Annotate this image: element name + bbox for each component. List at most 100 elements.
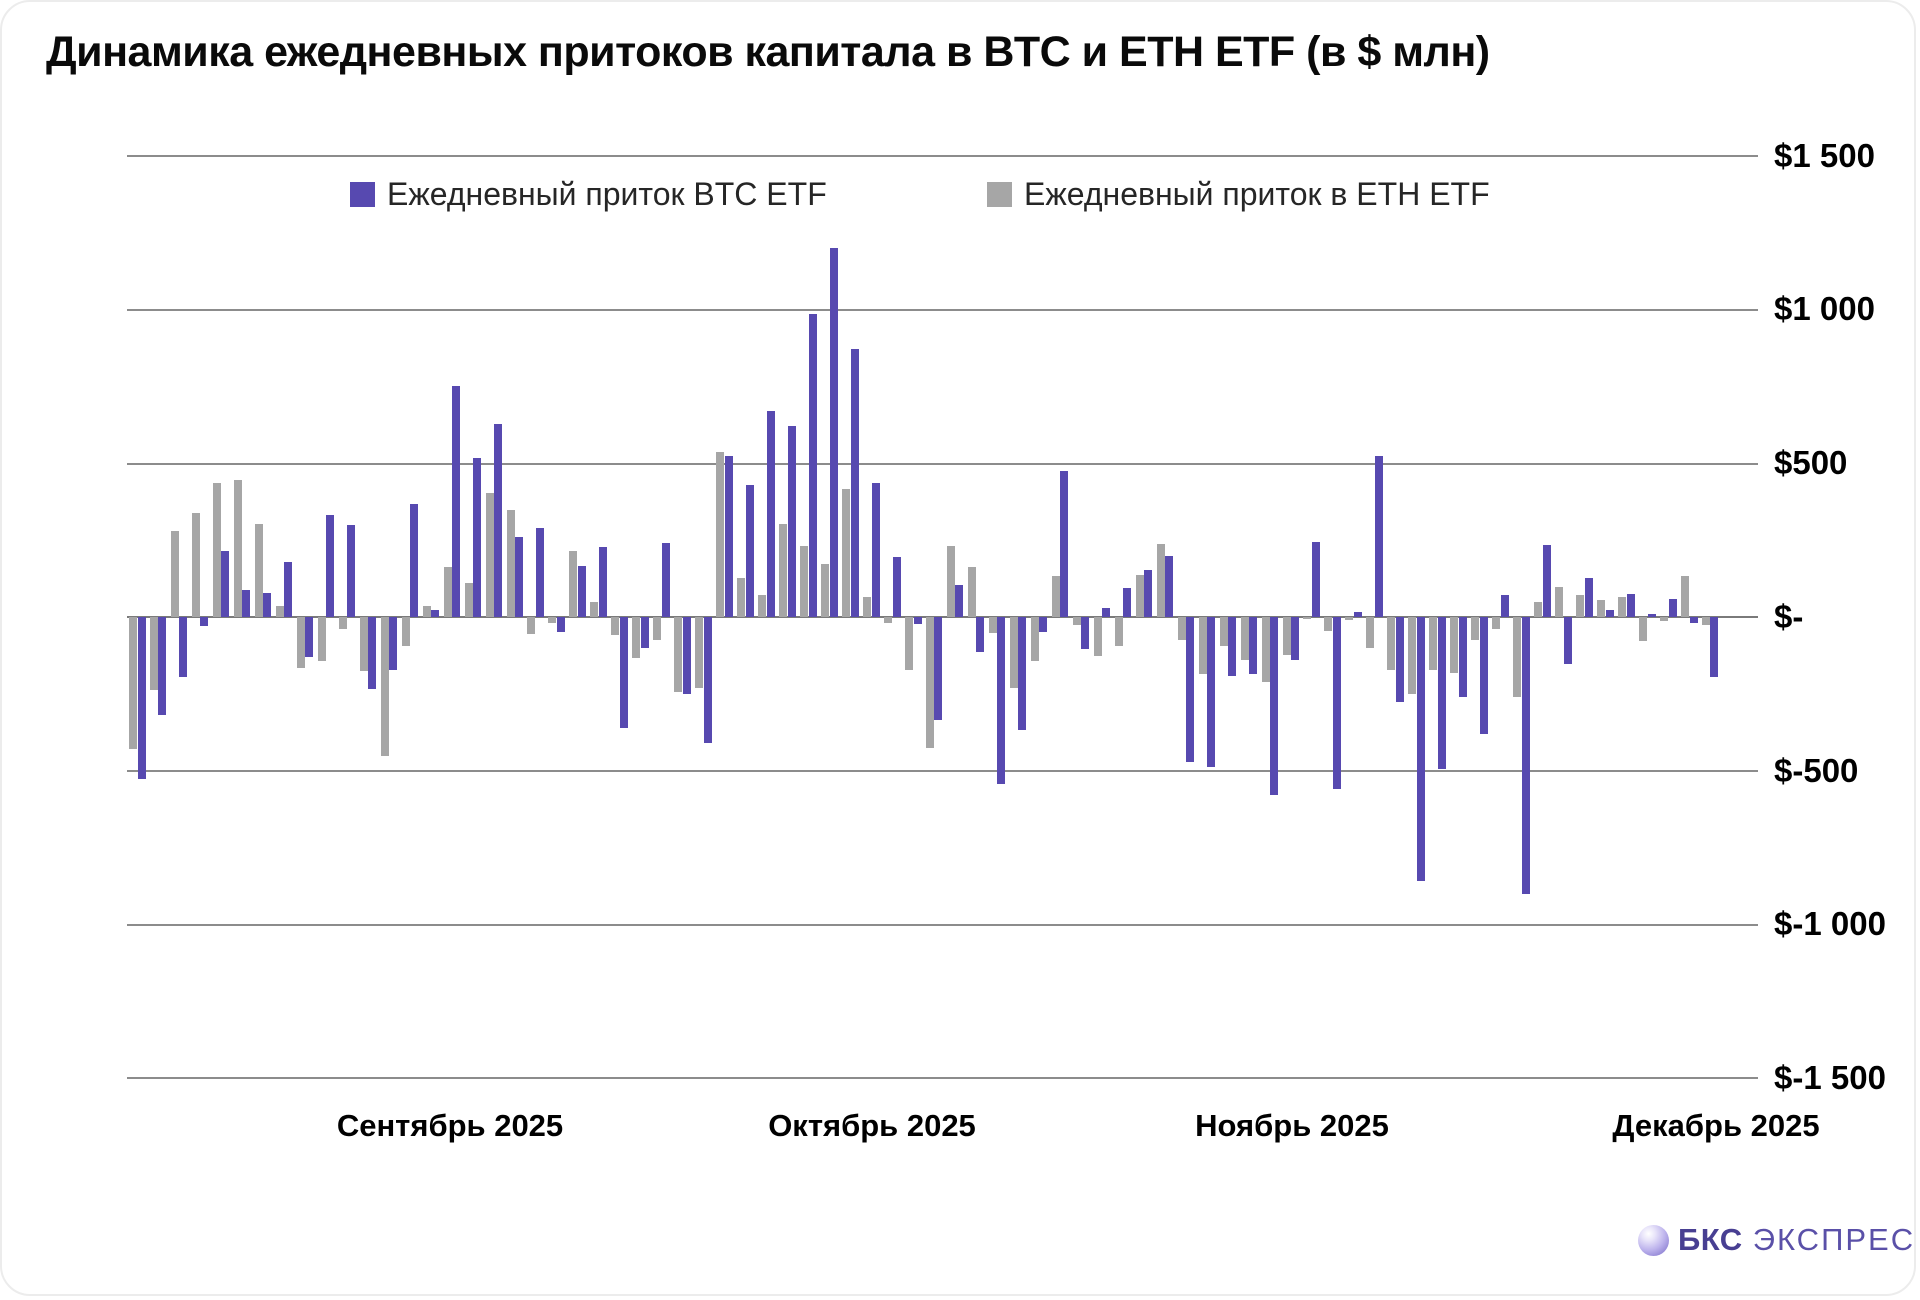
gridline--1500 <box>127 1077 1758 1080</box>
bar-eth-day-73 <box>1639 617 1648 642</box>
bar-btc-day-70 <box>1584 577 1593 618</box>
bar-btc-day-48 <box>1123 588 1132 618</box>
bar-btc-day-68 <box>1542 544 1551 618</box>
bar-eth-day-47 <box>1093 617 1102 656</box>
bar-eth-day-34 <box>821 564 830 618</box>
bar-btc-day-31 <box>766 410 775 618</box>
bar-eth-day-57 <box>1303 617 1312 620</box>
bar-eth-day-43 <box>1009 617 1018 688</box>
gridline--1000 <box>127 923 1758 926</box>
bar-eth-day-16 <box>443 567 452 618</box>
bar-eth-day-22 <box>569 551 578 618</box>
bar-btc-day-75 <box>1689 617 1698 624</box>
bar-btc-day-7 <box>263 592 272 618</box>
bar-btc-day-73 <box>1647 613 1656 618</box>
bar-btc-day-49 <box>1144 570 1153 618</box>
bar-btc-day-72 <box>1626 594 1635 618</box>
bar-eth-day-11 <box>338 617 347 629</box>
bar-eth-day-15 <box>422 605 431 618</box>
bar-eth-day-12 <box>359 617 368 672</box>
bar-eth-day-38 <box>905 617 913 670</box>
bar-eth-day-56 <box>1282 617 1291 656</box>
bar-btc-day-41 <box>976 617 985 652</box>
bar-eth-day-67 <box>1513 617 1522 697</box>
bar-eth-day-51 <box>1177 617 1186 641</box>
bar-btc-day-58 <box>1332 617 1341 789</box>
bar-btc-day-54 <box>1249 617 1258 674</box>
bar-btc-day-1 <box>137 617 146 780</box>
bar-eth-day-14 <box>401 617 410 647</box>
bar-eth-day-21 <box>548 617 557 624</box>
bar-btc-day-30 <box>745 484 754 618</box>
bar-btc-day-26 <box>661 542 670 618</box>
bar-btc-day-12 <box>368 617 377 690</box>
bar-eth-day-19 <box>506 509 515 618</box>
bar-btc-day-51 <box>1186 617 1195 763</box>
bar-btc-day-38 <box>913 617 922 624</box>
bar-btc-day-15 <box>431 609 440 618</box>
bar-eth-day-3 <box>170 530 179 618</box>
bar-eth-day-54 <box>1240 617 1249 660</box>
gridline-1500 <box>127 155 1758 158</box>
bar-eth-day-25 <box>632 617 641 658</box>
bar-btc-day-29 <box>724 456 733 618</box>
bar-btc-day-4 <box>200 617 209 627</box>
bar-btc-day-65 <box>1479 617 1488 734</box>
bar-eth-day-24 <box>611 617 620 636</box>
bar-eth-day-44 <box>1030 617 1039 662</box>
bar-eth-day-76 <box>1701 617 1710 626</box>
bar-eth-day-55 <box>1261 617 1270 683</box>
eth-swatch-icon <box>987 181 1012 207</box>
bar-btc-day-5 <box>221 550 230 618</box>
zero-gridline <box>127 616 1758 619</box>
bar-btc-day-59 <box>1353 612 1362 618</box>
bar-eth-day-59 <box>1345 617 1354 620</box>
bar-btc-day-43 <box>1018 617 1027 731</box>
y-tick-m1000: $-1 000 <box>1774 905 1886 942</box>
bar-eth-day-6 <box>233 479 242 618</box>
bar-eth-day-9 <box>296 617 305 669</box>
btc-swatch-icon <box>350 181 375 207</box>
bar-btc-day-18 <box>494 423 503 618</box>
bar-eth-day-8 <box>275 606 284 618</box>
bar-btc-day-63 <box>1437 617 1446 770</box>
bar-eth-day-71 <box>1597 600 1606 618</box>
bar-eth-day-2 <box>149 617 158 691</box>
gridline--500 <box>127 769 1758 772</box>
bar-eth-day-60 <box>1366 617 1375 649</box>
bar-eth-day-27 <box>674 617 683 692</box>
x-label-september: Сентябрь 2025 <box>336 1108 564 1143</box>
bar-eth-day-1 <box>129 617 137 750</box>
bar-eth-day-4 <box>191 512 200 618</box>
bar-btc-day-39 <box>934 617 943 720</box>
bar-btc-day-69 <box>1563 617 1572 664</box>
bar-btc-day-27 <box>682 617 691 694</box>
bar-btc-day-55 <box>1270 617 1279 796</box>
bar-eth-day-48 <box>1114 617 1123 647</box>
bar-btc-day-34 <box>829 247 838 618</box>
chart-title: Динамика ежедневных притоков капитала в … <box>46 28 1490 76</box>
bar-eth-day-46 <box>1072 617 1081 625</box>
bar-eth-day-13 <box>380 617 389 756</box>
logo-brand-text: БКС <box>1678 1222 1743 1257</box>
plot-area <box>127 155 1758 1080</box>
bar-btc-day-52 <box>1207 617 1216 767</box>
bar-eth-day-53 <box>1219 617 1228 647</box>
bar-eth-day-7 <box>254 524 263 618</box>
bar-btc-day-3 <box>179 617 188 678</box>
bar-btc-day-9 <box>305 617 314 658</box>
bar-btc-day-6 <box>242 590 251 618</box>
bar-btc-day-23 <box>598 547 607 618</box>
bar-btc-day-57 <box>1311 542 1320 618</box>
bar-btc-day-35 <box>850 349 859 618</box>
bar-btc-day-16 <box>452 386 461 618</box>
gridline-500 <box>127 462 1758 465</box>
bar-eth-day-40 <box>946 546 955 618</box>
bar-btc-day-32 <box>787 425 796 618</box>
bar-btc-day-61 <box>1395 617 1404 703</box>
bar-eth-day-18 <box>485 493 494 618</box>
bar-eth-day-75 <box>1681 576 1689 618</box>
bar-eth-day-33 <box>800 546 809 618</box>
bar-btc-day-10 <box>326 515 335 618</box>
bar-btc-day-28 <box>703 617 712 743</box>
